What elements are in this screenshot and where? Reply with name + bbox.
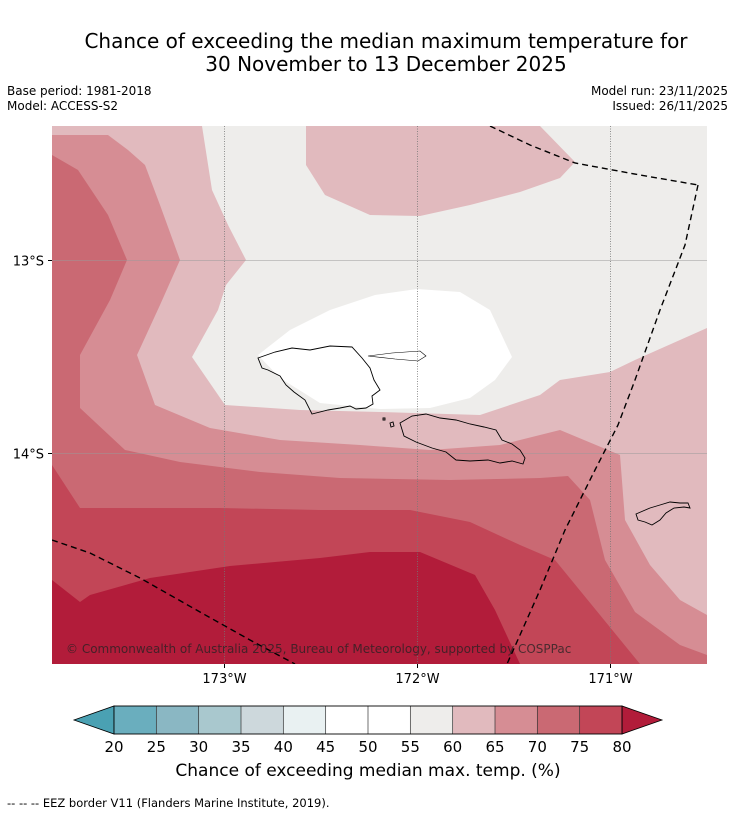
model-run-text: Model run: 23/11/2025 xyxy=(590,84,728,98)
colorbar-tick-label: 55 xyxy=(401,738,420,756)
colorbar-tick-label: 25 xyxy=(147,738,166,756)
colorbar-swatch xyxy=(198,706,241,734)
colorbar-tick-label: 40 xyxy=(274,738,293,756)
colorbar-tick-label: 30 xyxy=(189,738,208,756)
colorbar-swatch xyxy=(283,706,326,734)
colorbar-swatch xyxy=(241,706,284,734)
model-text: Model: ACCESS-S2 xyxy=(7,99,119,113)
colorbar-swatch xyxy=(410,706,453,734)
zone-50 xyxy=(258,289,512,409)
colorbar-tick-label: 20 xyxy=(104,738,123,756)
colorbar: 20 25 30 35 40 45 50 55 60 65 70 75 80 xyxy=(72,705,664,756)
colorbar-swatch xyxy=(114,706,157,734)
colorbar-tick-label: 80 xyxy=(612,738,631,756)
copyright-text: © Commonwealth of Australia 2025, Bureau… xyxy=(66,642,571,656)
gridlines xyxy=(52,126,707,664)
lat-tick-label: 13°S xyxy=(13,255,44,270)
colorbar-under-arrow xyxy=(72,705,115,735)
map-plot-area xyxy=(52,126,707,664)
colorbar-swatch xyxy=(537,706,580,734)
colorbar-tick-label: 75 xyxy=(570,738,589,756)
island-upolu xyxy=(399,413,526,465)
colorbar-swatch xyxy=(452,706,495,734)
zone-60-north xyxy=(306,126,575,216)
eez-border-north xyxy=(489,126,699,186)
lat-tick-label: 14°S xyxy=(13,448,44,463)
island-outlines xyxy=(257,345,691,526)
colorbar-tick-label: 45 xyxy=(316,738,335,756)
colorbar-swatch xyxy=(325,706,368,734)
eez-border-east xyxy=(506,184,699,664)
colorbar-tick-label: 35 xyxy=(231,738,250,756)
map-title-line-2: 30 November to 13 December 2025 xyxy=(205,52,567,76)
lon-tick-label: 173°W xyxy=(202,672,246,687)
colorbar-outline xyxy=(113,705,623,735)
colorbar-swatch xyxy=(156,706,199,734)
lon-tick-label: 172°W xyxy=(395,672,439,687)
colorbar-swatch xyxy=(495,706,538,734)
map-title: Chance of exceeding the median maximum t… xyxy=(0,30,736,76)
meta-right: Model run: 23/11/2025 Issued: 26/11/2025 xyxy=(591,84,728,114)
longitude-ticks: 173°W 172°W 171°W xyxy=(202,664,633,687)
map-title-line-1: Chance of exceeding the median maximum t… xyxy=(84,29,688,53)
eez-border xyxy=(52,126,699,664)
meta-left: Base period: 1981-2018 Model: ACCESS-S2 xyxy=(7,84,152,114)
island-manono xyxy=(389,421,395,428)
colorbar-tick-label: 50 xyxy=(358,738,377,756)
latitude-ticks: 13°S 14°S xyxy=(13,255,52,463)
island-apolima xyxy=(382,417,386,421)
base-period-text: Base period: 1981-2018 xyxy=(7,84,152,98)
colorbar-swatch xyxy=(368,706,411,734)
colorbar-tick-label: 60 xyxy=(443,738,462,756)
colorbar-over-arrow xyxy=(621,705,664,735)
colorbar-swatch xyxy=(579,706,622,734)
lon-tick-label: 171°W xyxy=(588,672,632,687)
island-savaii xyxy=(257,345,381,415)
issued-text: Issued: 26/11/2025 xyxy=(612,99,728,113)
island-tutuila xyxy=(635,501,691,526)
colorbar-tick-label: 70 xyxy=(528,738,547,756)
island-savaii-lake xyxy=(367,350,427,362)
eez-footnote: -- -- -- EEZ border V11 (Flanders Marine… xyxy=(7,796,330,810)
colorbar-tick-label: 65 xyxy=(485,738,504,756)
eez-border-southwest xyxy=(52,539,296,664)
colorbar-label: Chance of exceeding median max. temp. (%… xyxy=(175,761,561,781)
